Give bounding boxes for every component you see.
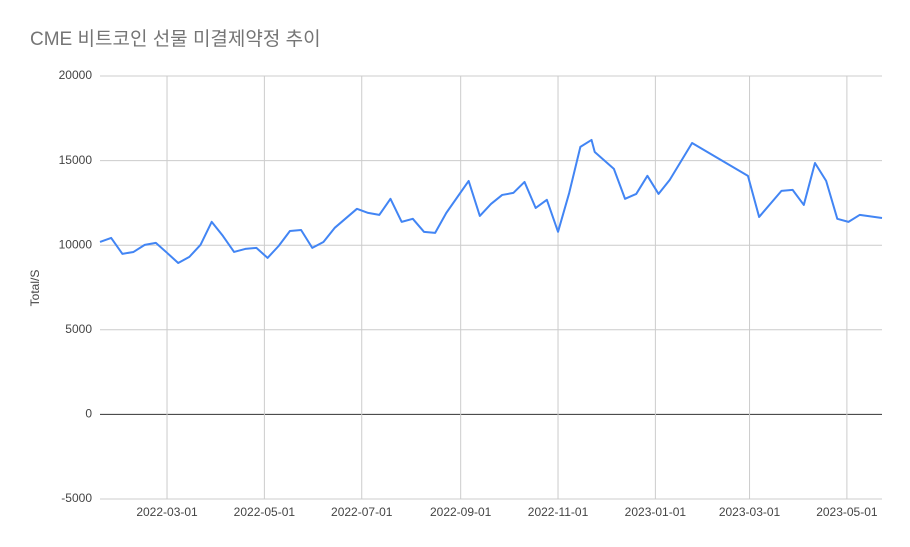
chart-title: CME 비트코인 선물 미결제약정 추이 xyxy=(30,28,321,50)
x-tick-label: 2023-05-01 xyxy=(816,505,878,519)
x-tick-label: 2022-07-01 xyxy=(331,505,393,519)
x-tick-label: 2022-03-01 xyxy=(136,505,198,519)
y-tick-label: 15000 xyxy=(59,153,93,167)
x-tick-label: 2023-01-01 xyxy=(625,505,687,519)
y-tick-label: 10000 xyxy=(59,237,93,251)
y-axis-label: Total/S xyxy=(28,270,42,307)
x-tick-label: 2022-09-01 xyxy=(430,505,492,519)
x-tick-label: 2023-03-01 xyxy=(719,505,781,519)
y-tick-label: 5000 xyxy=(65,322,92,336)
x-tick-label: 2022-05-01 xyxy=(234,505,296,519)
x-tick-label: 2022-11-01 xyxy=(528,505,589,519)
y-tick-label: -5000 xyxy=(61,491,92,505)
data-line xyxy=(99,138,883,264)
y-tick-label: 20000 xyxy=(59,68,93,82)
y-tick-label: 0 xyxy=(85,407,92,421)
